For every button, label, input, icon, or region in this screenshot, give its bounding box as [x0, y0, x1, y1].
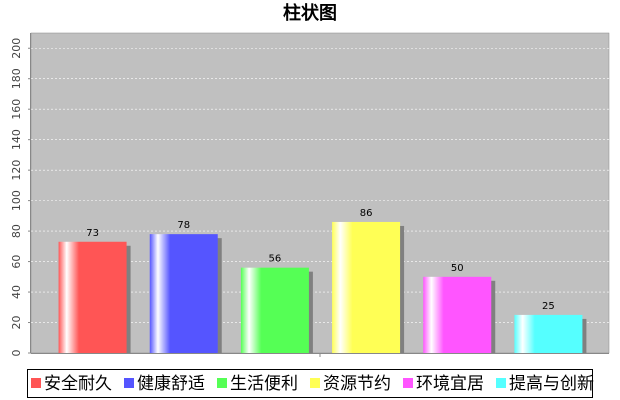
legend-label: 提高与创新 — [509, 374, 594, 394]
y-tick-label: 100 — [10, 190, 23, 211]
legend-swatch — [403, 378, 413, 388]
y-tick-label: 200 — [10, 38, 23, 59]
legend-swatch — [310, 378, 320, 388]
value-label: 56 — [269, 254, 282, 265]
value-label: 86 — [360, 208, 373, 219]
y-tick-label: 180 — [10, 68, 23, 89]
y-tick-label: 80 — [10, 224, 23, 238]
legend-swatch — [124, 378, 134, 388]
legend-swatch — [31, 378, 41, 388]
y-tick-label: 0 — [10, 350, 23, 357]
legend-swatch — [217, 378, 227, 388]
bar — [58, 241, 127, 353]
bar — [240, 267, 309, 353]
value-label: 25 — [542, 301, 555, 312]
y-tick-label: 20 — [10, 316, 23, 330]
y-tick-label: 120 — [10, 160, 23, 181]
bar — [332, 221, 401, 353]
legend-label: 环境宜居 — [416, 374, 484, 394]
y-tick-label: 60 — [10, 255, 23, 269]
value-label: 78 — [177, 220, 190, 231]
legend-label: 生活便利 — [230, 374, 298, 394]
chart-title: 柱状图 — [283, 2, 337, 24]
value-label: 50 — [451, 263, 464, 274]
legend-label: 安全耐久 — [44, 374, 112, 394]
bar — [514, 314, 583, 353]
bar — [423, 276, 492, 353]
legend-label: 健康舒适 — [137, 374, 205, 394]
bar — [149, 234, 218, 353]
y-tick-label: 40 — [10, 285, 23, 299]
legend-swatch — [496, 378, 506, 388]
y-tick-label: 140 — [10, 129, 23, 150]
y-tick-label: 160 — [10, 99, 23, 120]
value-label: 73 — [86, 228, 99, 239]
legend-label: 资源节约 — [323, 374, 391, 394]
